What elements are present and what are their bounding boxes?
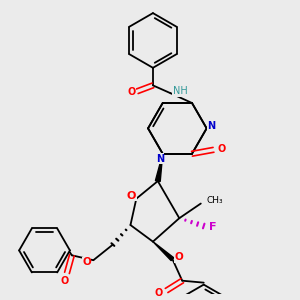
Text: N: N bbox=[208, 122, 216, 131]
Text: O: O bbox=[155, 288, 163, 298]
Text: O: O bbox=[217, 144, 225, 154]
Polygon shape bbox=[153, 242, 174, 261]
Text: NH: NH bbox=[173, 86, 188, 96]
Text: F: F bbox=[209, 222, 216, 232]
Polygon shape bbox=[155, 154, 163, 182]
Text: O: O bbox=[82, 257, 91, 267]
Text: O: O bbox=[127, 87, 136, 97]
Text: N: N bbox=[156, 154, 164, 164]
Text: O: O bbox=[127, 191, 136, 201]
Text: CH₃: CH₃ bbox=[206, 196, 223, 205]
Text: O: O bbox=[175, 252, 184, 262]
Text: O: O bbox=[61, 276, 69, 286]
